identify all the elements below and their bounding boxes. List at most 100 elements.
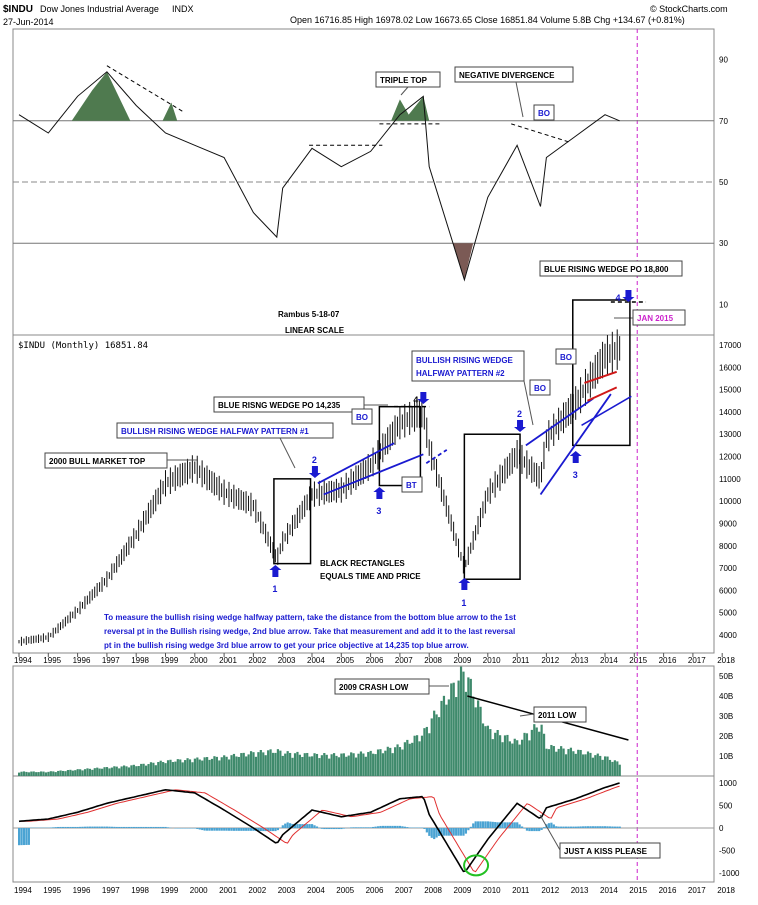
price-tick-label: 11000 <box>719 475 741 484</box>
macd-histogram-bar <box>541 828 543 830</box>
black-rectangle-2009 <box>464 434 520 579</box>
volume-bar <box>133 765 135 776</box>
volume-bar <box>514 739 516 776</box>
macd-histogram-bar <box>18 828 20 845</box>
volume-bar <box>140 764 142 776</box>
header-exchange: INDX <box>172 4 194 14</box>
year-label-top: 2012 <box>541 656 559 665</box>
macd-histogram-bar <box>370 827 372 828</box>
volume-bar <box>299 755 301 776</box>
num-1b: 1 <box>461 598 466 608</box>
volume-bar <box>309 757 311 776</box>
header-ohlc: Open 16716.85 High 16978.02 Low 16673.65… <box>290 15 685 25</box>
volume-bar <box>331 754 333 776</box>
volume-bar <box>155 765 157 776</box>
volume-bar <box>328 759 330 776</box>
low-2011-pointer <box>520 714 534 716</box>
year-label-top: 2003 <box>278 656 296 665</box>
volume-bar <box>426 727 428 776</box>
volume-bar <box>396 744 398 776</box>
year-label-bottom: 2015 <box>629 886 647 895</box>
year-label-bottom: 2002 <box>248 886 266 895</box>
macd-histogram-bar <box>489 822 491 828</box>
volume-bar <box>594 755 596 776</box>
volume-bar <box>538 732 540 776</box>
num-3: 3 <box>376 506 381 516</box>
volume-bar <box>208 760 210 776</box>
black-rect-label-1: BLACK RECTANGLES <box>320 559 405 568</box>
volume-bar <box>45 772 47 776</box>
macd-histogram-bar <box>103 827 105 828</box>
negative-divergence-line <box>511 124 570 142</box>
volume-bar <box>179 759 181 776</box>
macd-histogram-bar <box>492 822 494 828</box>
black-rectangle-2014 <box>573 300 630 445</box>
macd-histogram-bar <box>64 827 66 828</box>
macd-histogram-bar <box>128 827 130 828</box>
volume-bar <box>575 754 577 776</box>
macd-histogram-bar <box>204 828 206 831</box>
rsi-tick-label: 90 <box>719 56 728 65</box>
negative-divergence-pointer <box>516 82 523 117</box>
macd-histogram-bar <box>147 827 149 828</box>
volume-bar <box>409 744 411 776</box>
volume-bar <box>516 740 518 776</box>
volume-bar <box>389 748 391 776</box>
macd-histogram-bar <box>460 828 462 836</box>
arrow-2-2011 <box>514 420 526 432</box>
volume-bar <box>555 752 557 776</box>
macd-histogram-bar <box>531 828 533 831</box>
macd-histogram-bar <box>587 826 589 828</box>
volume-bar <box>440 701 442 776</box>
volume-bar <box>504 735 506 776</box>
price-tick-label: 7000 <box>719 564 737 573</box>
volume-bar <box>606 757 608 776</box>
volume-bar <box>189 759 191 776</box>
macd-histogram-bar <box>433 828 435 839</box>
volume-bar <box>72 771 74 776</box>
macd-panel-frame <box>13 776 714 882</box>
volume-bar <box>250 751 252 776</box>
volume-bar <box>138 766 140 776</box>
volume-bar <box>467 677 469 776</box>
volume-bar <box>287 751 289 776</box>
year-label-bottom: 2001 <box>219 886 237 895</box>
price-tick-label: 15000 <box>719 386 742 395</box>
kiss-pointer <box>540 815 560 850</box>
macd-tick-label: 500 <box>719 802 733 811</box>
volume-bar <box>399 747 401 776</box>
volume-bar <box>531 730 533 776</box>
volume-bar <box>86 768 88 776</box>
volume-bar <box>511 744 513 776</box>
volume-bar <box>304 753 306 776</box>
volume-bar <box>411 743 413 776</box>
year-label-bottom: 1996 <box>73 886 91 895</box>
year-label-top: 1994 <box>14 656 32 665</box>
volume-bar <box>206 757 208 776</box>
volume-bar <box>340 754 342 776</box>
volume-bar <box>101 769 103 776</box>
volume-bar <box>42 772 44 776</box>
volume-bar <box>194 759 196 776</box>
macd-histogram-bar <box>504 822 506 828</box>
year-label-top: 2000 <box>190 656 208 665</box>
volume-bar <box>392 753 394 776</box>
volume-bar <box>94 768 96 776</box>
macd-histogram-bar <box>223 828 225 831</box>
macd-histogram-bar <box>355 827 357 828</box>
volume-bar <box>494 733 496 776</box>
volume-bar <box>79 769 81 776</box>
year-label-bottom: 2007 <box>395 886 413 895</box>
macd-histogram-bar <box>562 827 564 828</box>
volume-bar <box>523 733 525 776</box>
volume-bar <box>196 757 198 776</box>
macd-histogram-bar <box>245 828 247 831</box>
macd-histogram-bar <box>394 826 396 828</box>
volume-bar <box>387 747 389 776</box>
macd-histogram-bar <box>167 827 169 828</box>
macd-histogram-bar <box>79 827 81 828</box>
macd-histogram-bar <box>533 828 535 831</box>
volume-bar <box>582 754 584 776</box>
